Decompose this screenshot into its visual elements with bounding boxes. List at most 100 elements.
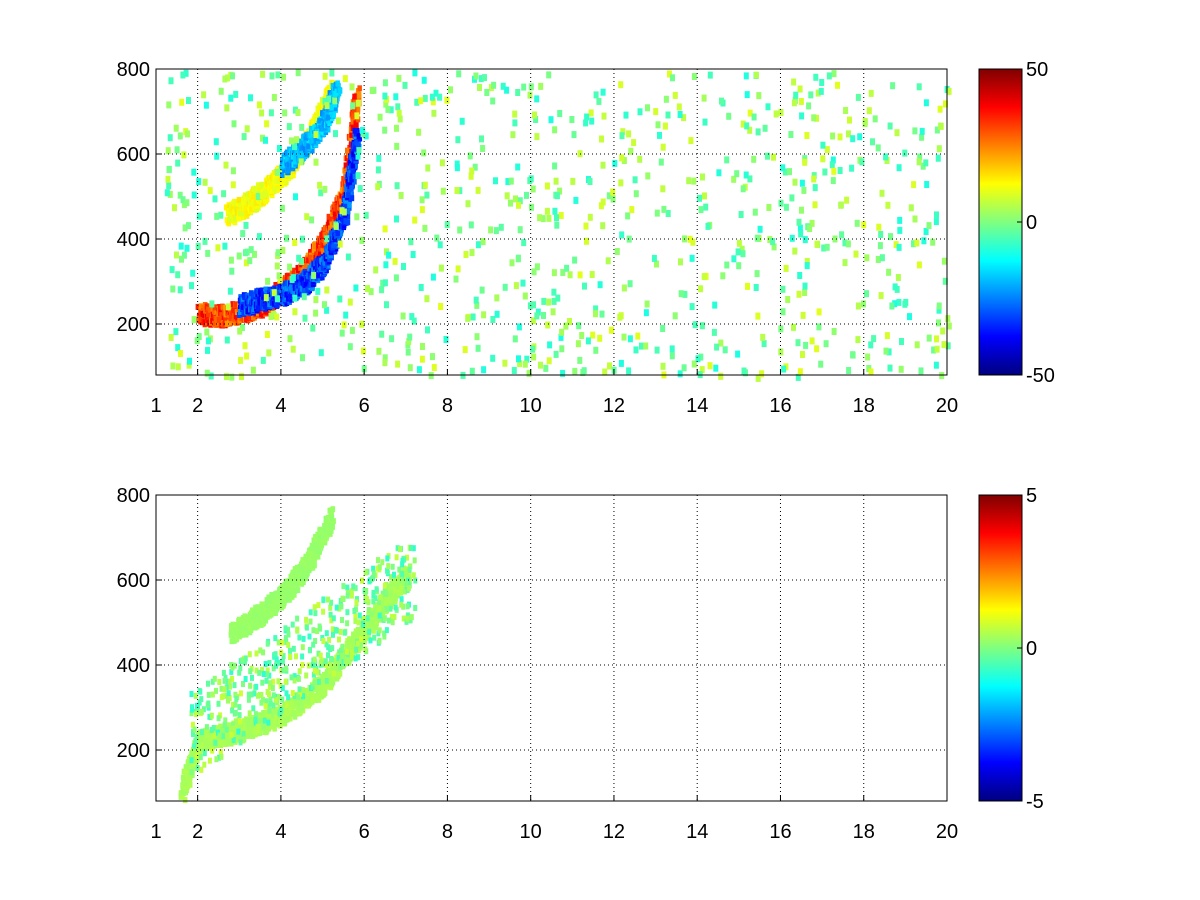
- heatmap-cell: [284, 150, 289, 157]
- heatmap-cell: [195, 242, 201, 250]
- heatmap-cell: [224, 104, 230, 112]
- heatmap-cell: [271, 310, 277, 318]
- heatmap-cell: [244, 125, 250, 133]
- heatmap-cell: [356, 147, 362, 155]
- heatmap-cell: [309, 216, 315, 224]
- heatmap-cell: [465, 200, 471, 208]
- heatmap-cell: [547, 341, 553, 349]
- heatmap-cell: [352, 97, 357, 104]
- heatmap-cell: [167, 191, 173, 198]
- heatmap-cell: [315, 287, 321, 295]
- heatmap-cell: [397, 115, 403, 123]
- heatmap-cell: [719, 97, 724, 105]
- heatmap-cell: [347, 343, 353, 351]
- heatmap-cell: [711, 328, 717, 336]
- heatmap-cell: [349, 83, 355, 91]
- heatmap-cell: [289, 296, 294, 303]
- heatmap-cell: [203, 101, 209, 109]
- heatmap-cell: [352, 93, 357, 100]
- heatmap-cell: [312, 243, 318, 250]
- heatmap-cell: [352, 127, 357, 134]
- heatmap-cell: [360, 126, 365, 134]
- heatmap-cell: [831, 70, 837, 78]
- heatmap-cell: [231, 120, 237, 128]
- heatmap-cell: [806, 102, 812, 110]
- heatmap-cell: [946, 322, 952, 330]
- heatmap-cell: [263, 136, 268, 144]
- heatmap-cell: [355, 152, 361, 160]
- heatmap-cell: [923, 228, 929, 235]
- heatmap-cell: [654, 346, 660, 354]
- heatmap-cell: [627, 280, 633, 288]
- heatmap-cell: [703, 203, 709, 211]
- heatmap-cell: [400, 312, 406, 320]
- heatmap-cell: [554, 221, 560, 229]
- heatmap-cell: [474, 333, 480, 341]
- heatmap-cell: [251, 313, 256, 320]
- heatmap-cell: [722, 346, 728, 354]
- heatmap-cell: [751, 155, 757, 163]
- heatmap-cell: [393, 274, 399, 282]
- heatmap-cell: [626, 367, 632, 375]
- heatmap-cell: [575, 340, 581, 348]
- heatmap-cell: [654, 209, 660, 217]
- heatmap-cell: [490, 316, 496, 323]
- heatmap-cell: [778, 325, 784, 333]
- heatmap-cell: [759, 370, 765, 378]
- heatmap-cell: [175, 159, 181, 167]
- heatmap-cell: [349, 326, 355, 334]
- heatmap-cell: [812, 201, 818, 209]
- heatmap-cell: [797, 272, 803, 279]
- heatmap-cell: [355, 99, 361, 107]
- heatmap-cell: [395, 103, 401, 111]
- heatmap-cell: [324, 286, 330, 294]
- heatmap-cell: [908, 204, 914, 212]
- heatmap-cell: [179, 255, 184, 263]
- heatmap-cell: [223, 161, 229, 169]
- colorbar-tick-label: 0: [1026, 212, 1037, 234]
- heatmap-cell: [816, 323, 822, 331]
- heatmap-cell: [353, 162, 358, 169]
- heatmap-cell: [799, 112, 805, 120]
- heatmap-cell: [639, 342, 644, 350]
- heatmap-cell: [231, 200, 237, 207]
- heatmap-cell: [284, 286, 290, 292]
- heatmap-cell: [939, 372, 945, 380]
- heatmap-cell: [430, 98, 436, 106]
- heatmap-cell: [307, 264, 312, 271]
- heatmap-cell: [178, 350, 183, 357]
- heatmap-cell: [316, 133, 322, 139]
- heatmap-cell: [645, 172, 651, 180]
- heatmap-cell: [190, 269, 196, 277]
- heatmap-cell: [552, 126, 558, 134]
- heatmap-cell: [532, 111, 537, 119]
- heatmap-cell: [241, 133, 247, 141]
- heatmap-cell: [280, 246, 286, 254]
- heatmap-cell: [788, 131, 794, 138]
- heatmap-cell: [700, 173, 705, 181]
- heatmap-cell: [528, 175, 534, 183]
- heatmap-cell: [248, 94, 253, 102]
- heatmap-cell: [434, 234, 440, 242]
- heatmap-cell: [357, 185, 363, 193]
- heatmap-cell: [204, 369, 210, 377]
- heatmap-cell: [740, 250, 746, 258]
- heatmap-cell: [530, 317, 536, 325]
- heatmap-cell: [600, 88, 606, 96]
- heatmap-cell: [916, 261, 922, 269]
- heatmap-cell: [377, 113, 383, 121]
- heatmap-cell: [494, 294, 500, 302]
- heatmap-cell: [284, 234, 290, 242]
- heatmap-cell: [479, 135, 484, 143]
- heatmap-cell: [792, 178, 798, 186]
- heatmap-cell: [577, 356, 583, 364]
- x-tick-label: 20: [936, 395, 958, 417]
- heatmap-cell: [183, 69, 189, 77]
- heatmap-cell: [626, 235, 632, 243]
- heatmap-cell: [251, 193, 256, 200]
- heatmap-cell: [410, 251, 416, 258]
- heatmap-cell: [702, 118, 708, 126]
- heatmap-cell: [327, 225, 333, 232]
- heatmap-cell: [245, 210, 250, 217]
- heatmap-cell: [275, 168, 280, 176]
